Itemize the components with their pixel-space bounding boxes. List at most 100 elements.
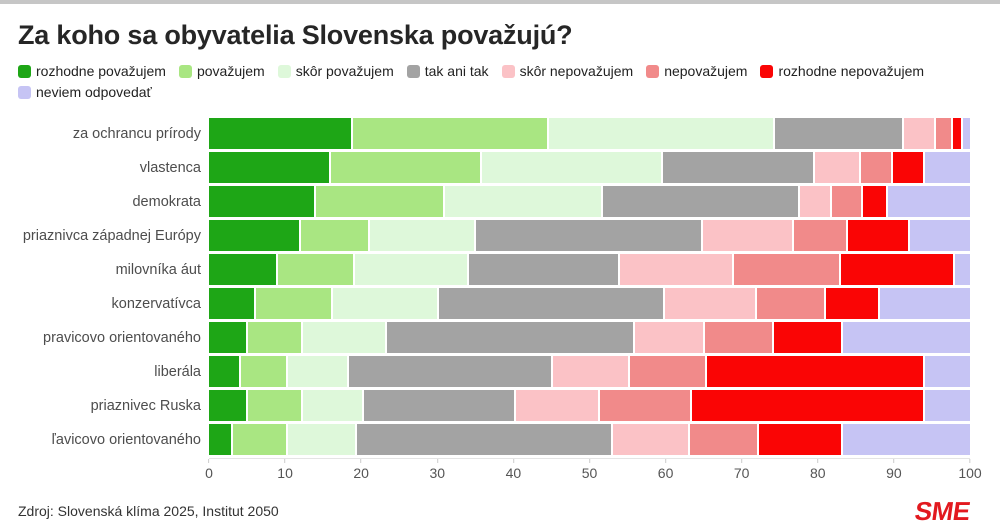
bar-segment xyxy=(863,186,886,218)
bar-segment xyxy=(841,254,954,286)
x-axis-tick: 100 xyxy=(958,459,982,481)
tick-mark xyxy=(741,459,743,464)
bar-segment xyxy=(775,118,903,150)
tick-mark xyxy=(969,459,971,464)
x-axis-tick: 40 xyxy=(505,459,522,482)
legend-swatch-icon xyxy=(646,64,660,78)
tick-label: 50 xyxy=(581,465,598,482)
bar-segment xyxy=(955,254,970,286)
bar-segment xyxy=(515,390,598,422)
bar-segment xyxy=(936,118,952,150)
tick-mark xyxy=(665,459,667,464)
bar-segment xyxy=(953,118,961,150)
tick-label: 20 xyxy=(353,465,369,482)
chart-row: pravicovo orientovaného xyxy=(18,322,971,354)
bar-segment xyxy=(799,186,830,218)
bar-segment xyxy=(635,322,703,354)
chart-row: priaznivec Ruska xyxy=(18,390,970,422)
bar-segment xyxy=(209,356,239,388)
bar-segment xyxy=(209,118,351,150)
bar-segment xyxy=(481,152,662,184)
x-axis-tick: 0 xyxy=(205,459,213,481)
legend-item-8: neviem odpovedať xyxy=(18,84,152,100)
legend-label: rozhodne považujem xyxy=(36,63,166,80)
legend-swatch-icon xyxy=(18,64,31,78)
bar-segment xyxy=(826,288,879,320)
bar-segment xyxy=(706,356,924,388)
legend-item-3: skôr považujem xyxy=(277,63,394,79)
tick-label: 90 xyxy=(886,465,902,482)
tick-mark xyxy=(360,459,362,464)
bar-segment xyxy=(814,152,860,184)
stacked-bar-chart: za ochrancu prírody vlastenca demokrata pri… xyxy=(18,118,971,456)
bar-segment xyxy=(302,390,363,422)
chart-container: Za koho sa obyvatelia Slovenska považujú… xyxy=(0,20,1000,527)
chart-row: ľavicovo orientovaného xyxy=(18,424,971,456)
bar-segment xyxy=(843,322,971,354)
legend-swatch-icon xyxy=(501,64,515,78)
tick-label: 70 xyxy=(733,465,750,482)
legend-swatch-icon xyxy=(406,64,420,78)
bar-segment xyxy=(255,288,331,320)
row-bars xyxy=(209,118,970,150)
bar-segment xyxy=(364,390,514,422)
bar-segment xyxy=(925,356,970,388)
bar-segment xyxy=(887,186,970,218)
bar-segment xyxy=(369,220,475,252)
x-axis-tick: 10 xyxy=(277,459,293,481)
legend-item-1: rozhodne považujem xyxy=(18,63,166,79)
row-bars xyxy=(209,424,971,456)
top-edge-divider xyxy=(0,0,1000,4)
bar-segment xyxy=(209,220,299,252)
legend-swatch-icon xyxy=(277,64,291,78)
row-label: vlastenca xyxy=(139,159,201,176)
row-bars xyxy=(209,356,970,388)
row-bars xyxy=(209,254,970,286)
chart-row: priaznivca západnej Európy xyxy=(18,220,971,252)
legend-swatch-icon xyxy=(760,64,774,78)
bar-segment xyxy=(330,152,480,184)
legend-label: považujem xyxy=(196,63,265,80)
bar-segment xyxy=(444,186,602,218)
bar-segment xyxy=(663,152,813,184)
x-axis-line xyxy=(209,458,970,460)
bar-segment xyxy=(349,356,552,388)
x-axis-tick: 90 xyxy=(886,459,902,481)
row-bars xyxy=(209,288,970,320)
bar-segment xyxy=(603,186,798,218)
tick-label: 0 xyxy=(205,465,213,482)
bar-segment xyxy=(553,356,628,388)
bar-segment xyxy=(691,390,924,422)
legend-item-4: tak ani tak xyxy=(406,63,489,79)
legend: rozhodne považujem považujem skôr považuje… xyxy=(18,63,970,100)
bar-segment xyxy=(209,186,314,218)
bar-segment xyxy=(880,288,970,320)
sme-logo: SME xyxy=(913,496,973,527)
bar-segment xyxy=(910,220,971,252)
row-label: demokrata xyxy=(132,193,201,210)
tick-mark xyxy=(208,459,210,464)
bar-segment xyxy=(209,322,247,354)
legend-swatch-icon xyxy=(178,64,192,78)
bar-segment xyxy=(476,220,701,252)
legend-item-6: nepovažujem xyxy=(646,63,747,79)
tick-mark xyxy=(893,459,895,464)
row-label: ľavicovo orientovaného xyxy=(51,431,201,448)
tick-label: 40 xyxy=(505,465,522,482)
bar-segment xyxy=(831,186,862,218)
bar-segment xyxy=(209,424,232,456)
bar-segment xyxy=(209,152,329,184)
bar-segment xyxy=(287,356,348,388)
bar-segment xyxy=(704,322,772,354)
bar-segment xyxy=(773,322,842,354)
tick-label: 30 xyxy=(429,465,446,482)
x-axis-tick: 60 xyxy=(658,459,673,481)
row-bars xyxy=(209,220,971,252)
bar-segment xyxy=(248,322,301,354)
legend-swatch-icon xyxy=(18,85,31,99)
bar-segment xyxy=(233,424,286,456)
row-label: konzervatívca xyxy=(111,295,201,312)
bar-segment xyxy=(734,254,840,286)
x-axis-tick: 80 xyxy=(810,459,826,481)
